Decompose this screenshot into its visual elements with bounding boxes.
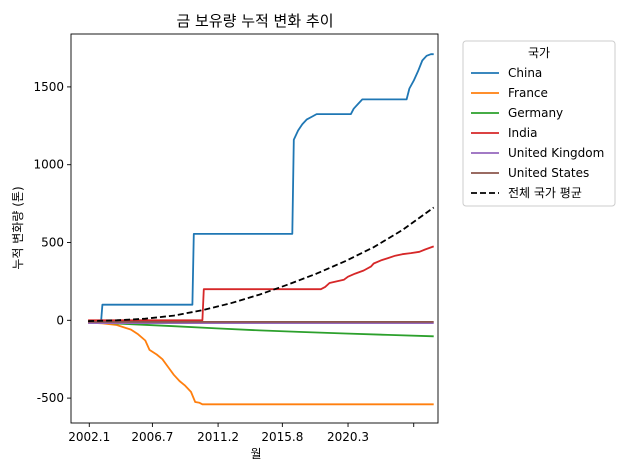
y-axis-label: 누적 변화량 (톤) (11, 186, 25, 269)
x-axis-label: 월 (250, 447, 261, 461)
x-tick-label: 2015.8 (261, 430, 303, 444)
y-tick-label: 500 (41, 236, 64, 250)
y-axis: -500 0 500 1000 1500 (33, 80, 71, 405)
x-axis: 2002.1 2006.7 2011.2 2015.8 2020.3 (68, 423, 415, 444)
legend-label-germany: Germany (508, 106, 563, 120)
legend-title: 국가 (528, 46, 550, 60)
series-line-average (88, 206, 435, 322)
x-tick-label: 2002.1 (68, 430, 110, 444)
legend-label-india: India (508, 126, 537, 140)
legend-label-united-states: United States (508, 166, 589, 180)
y-tick-label: 0 (56, 313, 64, 327)
series-line-india (88, 245, 435, 322)
chart-title: 금 보유량 누적 변화 추이 (176, 12, 333, 30)
y-tick-label: 1000 (33, 158, 64, 172)
plot-series (88, 53, 435, 406)
series-line-germany (88, 321, 434, 338)
x-tick-label: 2020.3 (327, 430, 369, 444)
legend-label-average: 전체 국가 평균 (508, 186, 582, 200)
legend-frame (462, 40, 616, 207)
legend: 국가 China France Germany India United Kingdom… (462, 40, 616, 207)
legend-label-united-kingdom: United Kingdom (508, 146, 604, 160)
series-line-china (88, 53, 434, 324)
y-tick-label: 1500 (33, 80, 64, 94)
legend-label-china: China (508, 66, 542, 80)
x-tick-label: 2011.2 (197, 430, 239, 444)
x-tick-label: 2006.7 (131, 430, 173, 444)
plot-frame (70, 33, 439, 424)
series-line-france (88, 321, 434, 406)
legend-label-france: France (508, 86, 548, 100)
y-tick-label: -500 (37, 391, 64, 405)
